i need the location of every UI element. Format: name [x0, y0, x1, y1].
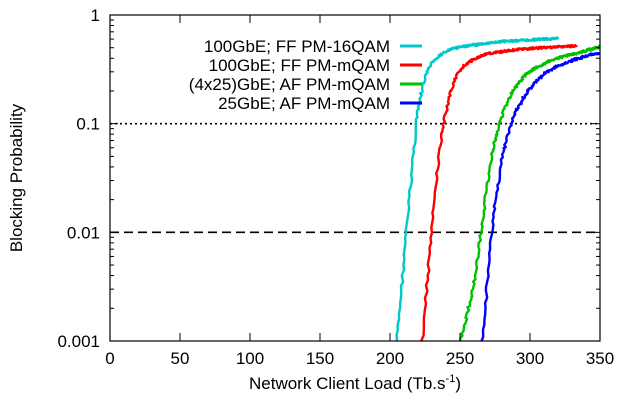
legend-label: (4x25)GbE; AF PM-mQAM — [189, 75, 390, 94]
series-line-4 — [480, 51, 600, 341]
y-axis-ticks: 1 0.1 0.01 0.001 — [57, 6, 600, 351]
legend-label: 100GbE; FF PM-16QAM — [204, 37, 390, 56]
x-tick-label: 0 — [105, 349, 114, 368]
x-tick-label: 150 — [306, 349, 334, 368]
legend-label: 25GbE; AF PM-mQAM — [218, 94, 390, 113]
series-line-3 — [458, 44, 600, 341]
y-axis-label: Blocking Probability — [7, 103, 26, 252]
legend-label: 100GbE; FF PM-mQAM — [209, 56, 390, 75]
x-tick-label: 350 — [586, 349, 614, 368]
x-tick-label: 200 — [376, 349, 404, 368]
plot-frame — [109, 14, 601, 342]
x-tick-label: 100 — [236, 349, 264, 368]
x-axis-label: Network Client Load (Tb.s-1) — [249, 373, 461, 393]
x-axis-ticks: 0 50 100 150 200 250 300 350 — [105, 15, 614, 368]
x-tick-label: 300 — [516, 349, 544, 368]
y-tick-label: 0.001 — [57, 332, 100, 351]
y-tick-label: 0.1 — [76, 115, 100, 134]
x-tick-label: 50 — [171, 349, 190, 368]
y-tick-label: 1 — [91, 6, 100, 25]
reference-lines — [110, 122, 600, 234]
series-lines — [395, 36, 600, 341]
y-tick-label: 0.01 — [67, 223, 100, 242]
series-line-2 — [420, 43, 578, 341]
x-tick-label: 250 — [446, 349, 474, 368]
series-line-1 — [395, 36, 560, 341]
